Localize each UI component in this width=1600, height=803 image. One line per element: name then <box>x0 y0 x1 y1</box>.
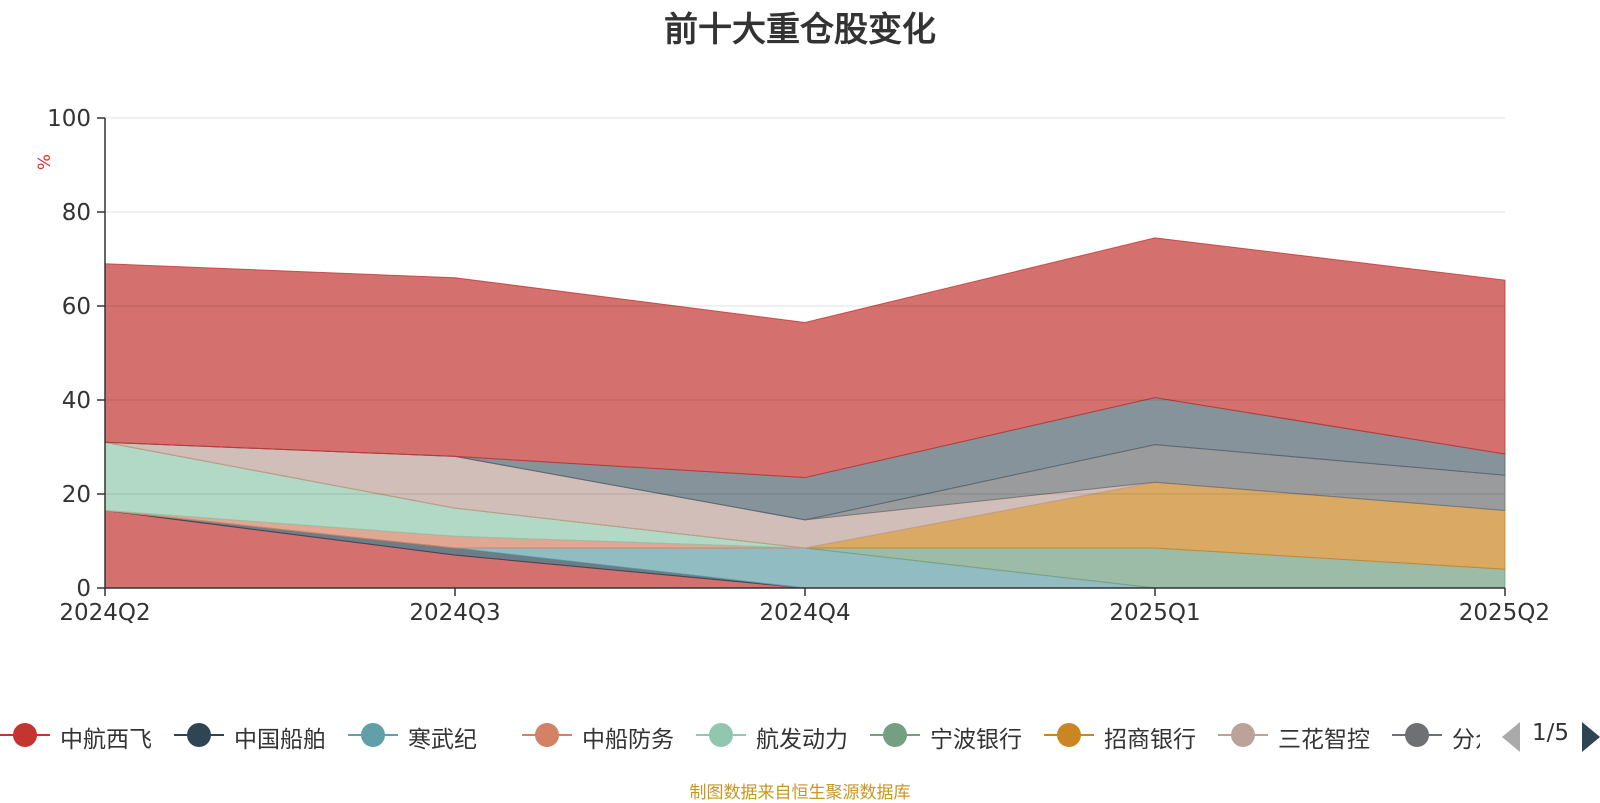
legend-circle-marker <box>187 723 211 747</box>
legend-label: 招商银行 <box>1104 727 1196 752</box>
y-axis-unit-label: % <box>35 154 55 170</box>
x-tick-label: 2024Q2 <box>59 600 150 626</box>
chart-title: 前十大重仓股变化 <box>664 10 936 50</box>
source-note: 制图数据来自恒生聚源数据库 <box>689 783 911 803</box>
legend-circle-marker <box>709 723 733 747</box>
area-series <box>104 237 1506 589</box>
legend-label: 中船防务 <box>582 727 674 752</box>
legend-circle-marker <box>361 723 385 747</box>
legend-label: 分众传媒 <box>1452 727 1480 752</box>
legend-circle-marker <box>535 723 559 747</box>
y-tick-label: 100 <box>47 106 91 132</box>
legend-page-indicator: 1/5 <box>1532 720 1570 746</box>
legend-prev-page-button[interactable] <box>1502 722 1520 752</box>
y-tick-label: 0 <box>76 576 91 602</box>
x-tick-label: 2024Q4 <box>759 600 850 626</box>
x-tick-label: 2024Q3 <box>409 600 500 626</box>
legend-circle-marker <box>1231 723 1255 747</box>
legend-label: 三花智控 <box>1278 727 1370 752</box>
legend: 中航西飞中国船舶寒武纪中船防务航发动力宁波银行招商银行三花智控分众传媒中国平安美… <box>0 718 1480 752</box>
y-tick-label: 60 <box>62 294 91 320</box>
legend-label: 寒武纪 <box>408 727 477 752</box>
legend-circle-marker <box>1405 723 1429 747</box>
legend-label: 中国船舶 <box>234 727 326 752</box>
legend-label: 宁波银行 <box>930 727 1022 752</box>
legend-label: 中航西飞 <box>60 727 152 752</box>
legend-circle-marker <box>13 723 37 747</box>
legend-label: 航发动力 <box>756 727 848 752</box>
y-tick-label: 40 <box>62 388 91 414</box>
x-tick-label: 2025Q2 <box>1459 600 1550 626</box>
legend-pager: 1/5 <box>1500 718 1600 752</box>
legend-circle-marker <box>883 723 907 747</box>
area-series-40 <box>104 237 1506 479</box>
legend-circle-marker <box>1057 723 1081 747</box>
x-tick-label: 2025Q1 <box>1109 600 1200 626</box>
y-tick-label: 80 <box>62 200 91 226</box>
legend-next-page-button[interactable] <box>1582 722 1600 752</box>
y-tick-label: 20 <box>62 482 91 508</box>
axes: 0 20 40 60 80 100 2024Q2 2024Q3 2024Q4 2025Q1 2025… <box>47 106 1550 626</box>
